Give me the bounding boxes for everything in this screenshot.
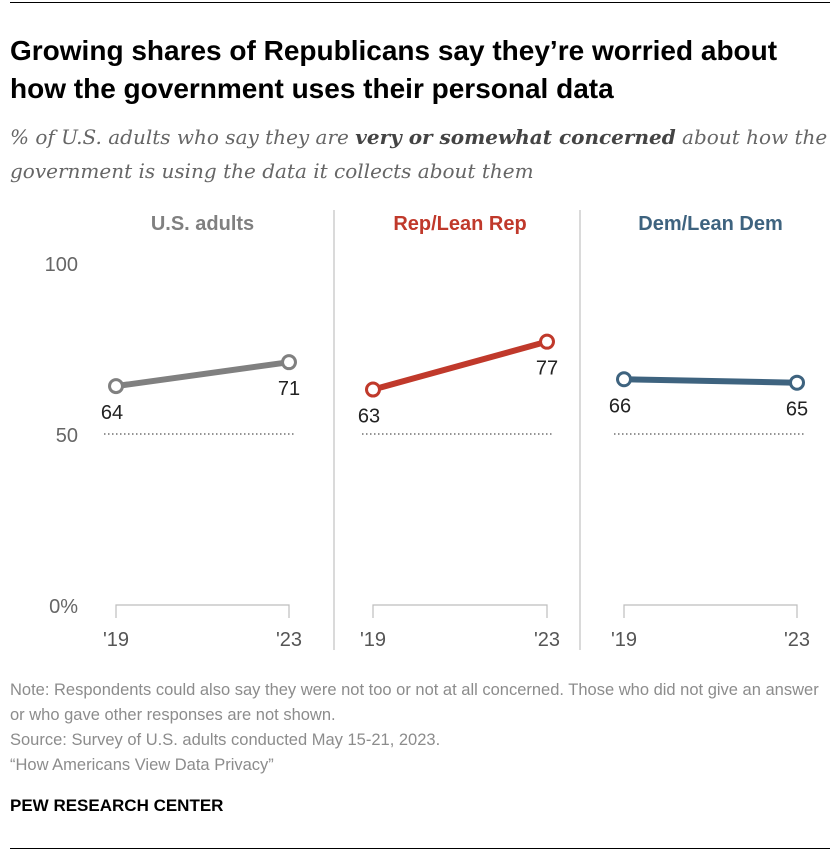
x-tick-label: '23	[534, 629, 560, 651]
data-label: 71	[278, 378, 300, 400]
x-tick-label: '19	[360, 629, 386, 651]
data-point	[789, 374, 805, 391]
data-label: 77	[536, 358, 558, 380]
y-tick-label: 0%	[49, 596, 78, 618]
bottom-rule	[10, 848, 830, 849]
data-point	[616, 371, 632, 388]
x-tick-label: '19	[611, 629, 637, 651]
x-axis-baseline	[623, 604, 798, 618]
line-chart-panels: 100 50 0% U.S. adults '19 '23 64 71 Rep/Lean Rep…	[45, 210, 810, 651]
data-label: 64	[101, 402, 123, 424]
y-tick-label: 100	[45, 254, 78, 276]
footnotes: Note: Respondents could also say they we…	[10, 678, 830, 778]
data-point	[281, 354, 297, 371]
series-line	[113, 359, 292, 390]
x-tick-label: '19	[103, 629, 129, 651]
subtitle-emphasis: very or somewhat concerned	[355, 125, 676, 149]
x-tick-label: '23	[276, 629, 302, 651]
data-point	[108, 378, 124, 395]
series-line	[370, 338, 550, 393]
panel-title: Dem/Lean Dem	[638, 213, 783, 235]
subtitle-tail: about how the government is using the da…	[10, 125, 828, 183]
note-text: Note: Respondents could also say they we…	[10, 681, 819, 724]
data-label: 66	[609, 395, 631, 417]
panel-title: U.S. adults	[151, 213, 254, 235]
top-rule	[10, 2, 830, 3]
report-title: “How Americans View Data Privacy”	[10, 756, 274, 774]
panel-title: Rep/Lean Rep	[393, 213, 526, 235]
data-label: 65	[786, 399, 808, 421]
source-text: Source: Survey of U.S. adults conducted …	[10, 731, 441, 749]
chart-title: Growing shares of Republicans say they’r…	[10, 35, 778, 104]
x-tick-label: '23	[784, 629, 810, 651]
y-tick-label: 50	[56, 425, 78, 447]
x-axis-baseline	[372, 604, 548, 618]
organization-name: PEW RESEARCH CENTER	[10, 796, 224, 815]
series-line	[621, 376, 800, 386]
data-point	[365, 381, 381, 398]
data-label: 63	[358, 406, 380, 428]
x-axis-baseline	[115, 604, 290, 618]
subtitle-lead: % of U.S. adults who say they are	[10, 125, 356, 149]
data-point	[539, 333, 555, 350]
chart-subtitle: % of U.S. adults who say they are very o…	[10, 120, 830, 188]
